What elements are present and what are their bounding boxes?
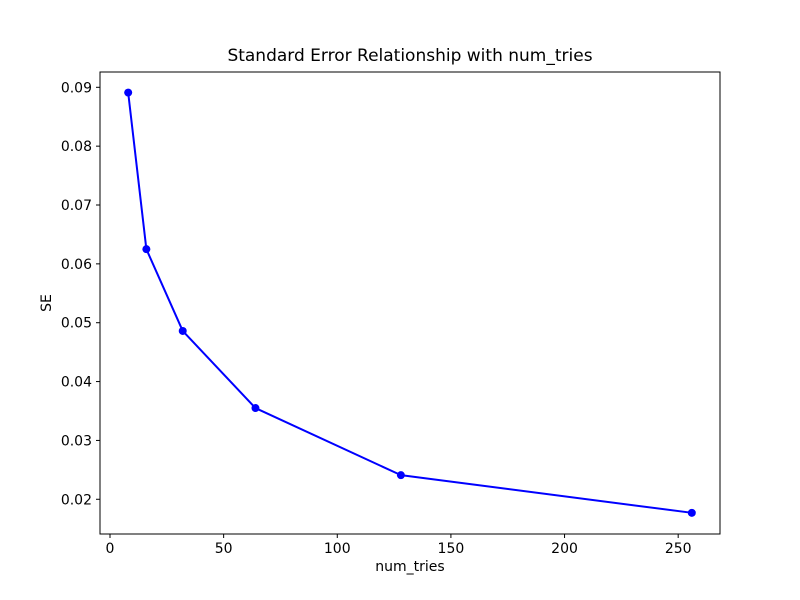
x-tick-label: 250 [665,541,692,557]
y-tick-label: 0.08 [61,139,92,155]
axes-spines [99,71,721,535]
y-tick-label: 0.05 [61,316,92,332]
y-tick-label: 0.02 [61,492,92,508]
y-tick-label: 0.03 [61,433,92,449]
x-tick-label: 50 [215,541,233,557]
y-tick-label: 0.04 [61,375,92,391]
data-point-marker [687,508,696,517]
y-tick-label: 0.09 [61,80,92,96]
x-tick-label: 150 [438,541,465,557]
data-point-marker [142,245,151,254]
se-line-series [127,91,693,514]
x-axis-label: num_tries [375,559,445,575]
y-tick-label: 0.06 [61,257,92,273]
data-point-marker [178,326,187,335]
x-tick-label: 200 [551,541,578,557]
x-tick-label: 0 [106,541,115,557]
chart-title: Standard Error Relationship with num_tri… [227,46,593,66]
y-axis-label: SE [39,294,55,312]
data-point-marker [124,88,133,97]
y-tick-label: 0.07 [61,198,92,214]
data-point-marker [396,471,405,480]
data-point-marker [251,404,260,413]
x-tick-label: 100 [324,541,351,557]
